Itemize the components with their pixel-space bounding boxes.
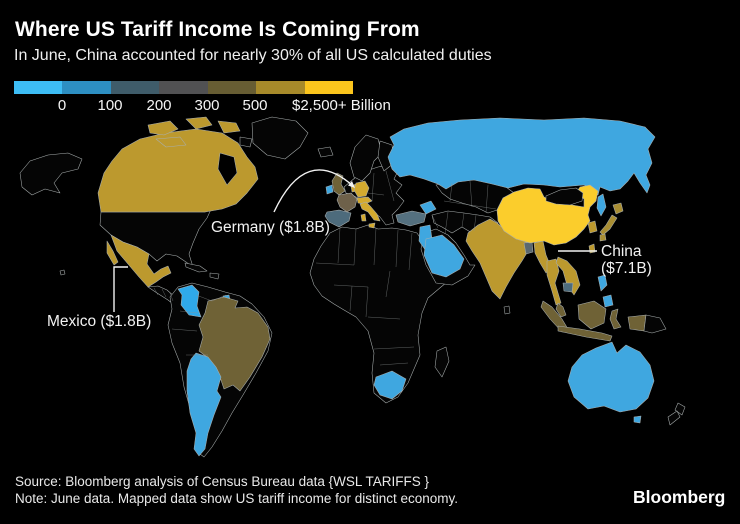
country-new-guinea-west [627, 314, 647, 332]
legend-swatch-2 [110, 81, 160, 94]
legend-tick-label-5: $2,500+ Billion [292, 97, 391, 114]
country-arctic-island-2 [185, 116, 213, 130]
country-turkey [395, 210, 427, 227]
country-colombia [177, 284, 202, 318]
country-arctic-island [239, 136, 253, 148]
country-france [336, 192, 358, 213]
country-australia [567, 341, 655, 413]
country-shapes [19, 116, 686, 458]
country-philippines-mindanao [602, 294, 614, 308]
country-sicily [368, 222, 376, 229]
legend-swatch-4 [207, 81, 257, 94]
legend-swatch-3 [159, 81, 208, 94]
country-cambodia [562, 282, 574, 293]
legend-swatch-6 [304, 81, 353, 94]
legend-tick-label-1: 100 [97, 97, 123, 114]
country-japan-kyushu [599, 233, 607, 242]
country-sakhalin [596, 193, 607, 217]
annotation-mexico: Mexico ($1.8B) [47, 313, 152, 330]
country-new-zealand-south [667, 410, 681, 426]
annotation-germany: Germany ($1.8B) [211, 219, 330, 236]
country-mexico-baja [106, 240, 119, 266]
country-malaysia [555, 302, 567, 318]
country-alaska [19, 152, 83, 196]
country-sardinia [360, 213, 367, 222]
germany-pointer-arc [273, 169, 354, 213]
legend-tick-label-4: 500 [242, 97, 268, 114]
country-south-africa [373, 370, 407, 400]
country-tasmania [633, 415, 642, 424]
country-philippines-luzon [597, 274, 608, 292]
bloomberg-logo: Bloomberg [633, 487, 726, 507]
country-caucasus [419, 200, 437, 215]
country-java [557, 325, 613, 342]
country-africa-base [309, 224, 453, 404]
legend-tick-label-0: 0 [57, 97, 67, 114]
subtitle: In June, China accounted for nearly 30% … [14, 47, 492, 64]
country-italy [359, 201, 381, 222]
country-hawaii [59, 269, 66, 276]
world-map [19, 116, 686, 458]
country-hispaniola [209, 272, 220, 280]
legend-tick-label-2: 200 [146, 97, 172, 114]
country-greenland [251, 116, 309, 160]
country-arctic-island-4 [217, 120, 241, 134]
country-new-zealand-north [674, 402, 686, 416]
note-text: Note: June data. Mapped data show US tar… [15, 491, 458, 506]
annotation-china-value: ($7.1B) [601, 260, 652, 277]
country-india [465, 218, 531, 300]
country-sri-lanka [503, 305, 511, 315]
country-vietnam [555, 256, 581, 296]
country-mexico [110, 234, 172, 288]
country-arctic-island-3 [155, 136, 187, 148]
legend-swatch-0 [14, 81, 63, 94]
country-ireland [325, 184, 334, 195]
country-russia [387, 117, 656, 196]
country-japan-honshu [599, 214, 618, 236]
country-south-korea [587, 220, 598, 234]
country-cuba [184, 262, 208, 273]
legend-swatch-1 [62, 81, 111, 94]
country-china [496, 184, 599, 246]
legend-swatch-5 [256, 81, 305, 94]
annotation-lines [113, 169, 597, 312]
country-spain [324, 209, 352, 228]
germany-pointer-arrowhead [348, 181, 355, 188]
country-papua-new-guinea [643, 314, 667, 334]
source-text: Source: Bloomberg analysis of Census Bur… [15, 474, 429, 489]
annotation-china-name: China [601, 243, 642, 260]
legend-tick-labels: 0 100 200 300 500 $2,500+ Billion [0, 97, 740, 115]
annotation-china: China ($7.1B) [601, 243, 652, 277]
country-iceland [317, 146, 334, 158]
country-canada [97, 128, 259, 213]
country-brazil [198, 296, 271, 392]
page-title: Where US Tariff Income Is Coming From [15, 18, 420, 41]
country-uk [331, 172, 346, 196]
country-arctic-island-1 [147, 120, 179, 136]
country-sulawesi [609, 308, 622, 330]
country-argentina-chile [186, 352, 222, 457]
hudson-bay-water [217, 152, 238, 186]
legend-tick-label-3: 300 [194, 97, 220, 114]
country-japan-hokkaido [612, 202, 624, 215]
legend-color-scale [14, 81, 353, 94]
country-mongolia [545, 187, 584, 206]
country-saudi-arabia [423, 234, 465, 278]
mexico-pointer-line [113, 266, 128, 312]
country-borneo [577, 300, 607, 330]
country-switzerland-austria [356, 196, 373, 205]
country-germany [353, 180, 370, 198]
country-border-lines [153, 170, 497, 366]
country-usa [99, 204, 214, 268]
country-madagascar [434, 346, 450, 378]
